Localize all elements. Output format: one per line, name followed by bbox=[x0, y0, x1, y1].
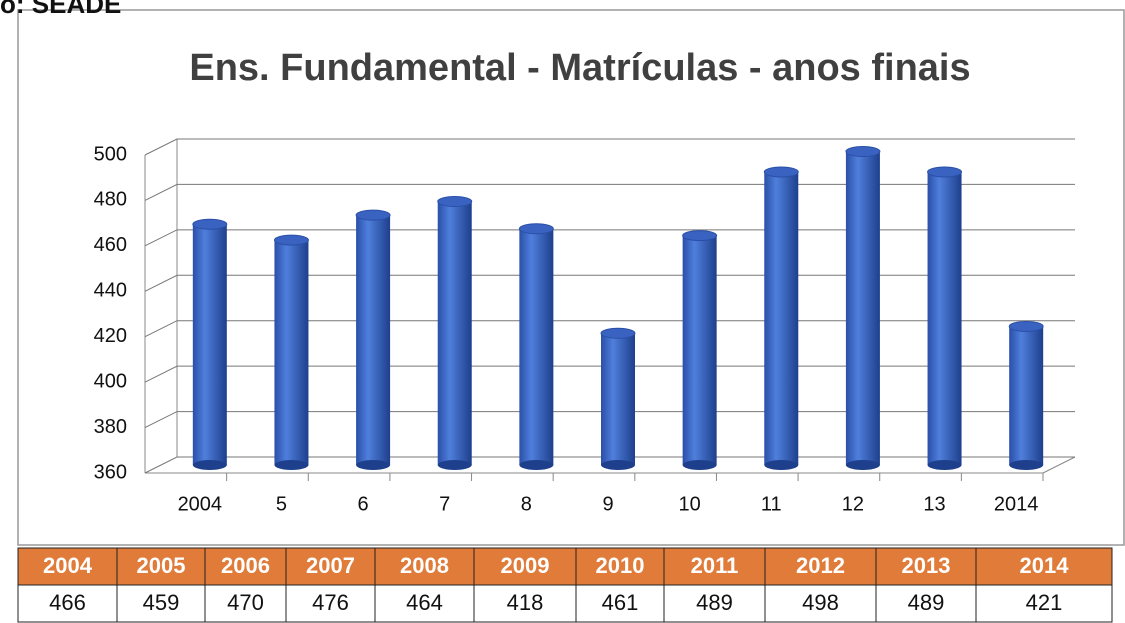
x-tick-label: 2014 bbox=[994, 493, 1039, 515]
header-text: 2013 bbox=[902, 553, 951, 578]
value-text: 464 bbox=[406, 590, 443, 615]
y-tick-label: 400 bbox=[94, 370, 127, 392]
caption: o: SEADE bbox=[0, 0, 121, 19]
value-cell bbox=[17, 584, 118, 623]
header-text: 2009 bbox=[501, 553, 550, 578]
value-cell bbox=[663, 584, 766, 623]
value-cell bbox=[975, 584, 1113, 623]
bar bbox=[682, 230, 718, 470]
value-cell bbox=[285, 584, 376, 623]
value-text: 421 bbox=[1026, 590, 1063, 615]
value-text: 489 bbox=[696, 590, 733, 615]
value-text: 498 bbox=[802, 590, 839, 615]
header-cell bbox=[975, 547, 1113, 586]
header-text: 2006 bbox=[221, 553, 270, 578]
header-cell bbox=[374, 547, 475, 586]
y-tick-label: 420 bbox=[94, 325, 127, 347]
value-cell bbox=[473, 584, 577, 623]
header-text: 2007 bbox=[306, 553, 355, 578]
value-text: 470 bbox=[227, 590, 264, 615]
x-tick-label: 8 bbox=[521, 493, 532, 515]
bar bbox=[600, 327, 636, 470]
header-cell bbox=[575, 547, 665, 586]
header-cell bbox=[473, 547, 577, 586]
value-cell bbox=[875, 584, 977, 623]
bar bbox=[192, 218, 228, 470]
x-tick-label: 13 bbox=[923, 493, 945, 515]
y-tick-label: 440 bbox=[94, 280, 127, 302]
x-tick-label: 12 bbox=[842, 493, 864, 515]
table: 2004 466 2005 459 2006 470 2007 476 2008 464 2009 4… bbox=[17, 547, 1113, 623]
x-tick-label: 7 bbox=[439, 493, 450, 515]
bar bbox=[763, 166, 799, 470]
bar bbox=[845, 146, 881, 470]
header-text: 2004 bbox=[43, 553, 93, 578]
header-cell bbox=[764, 547, 877, 586]
header-text: 2011 bbox=[691, 553, 739, 578]
value-cell bbox=[116, 584, 206, 623]
bar bbox=[437, 196, 473, 470]
chart-title: Ens. Fundamental - Matrículas - anos fin… bbox=[189, 47, 970, 89]
y-tick-label: 500 bbox=[94, 143, 127, 165]
x-tick-label: 11 bbox=[761, 493, 782, 515]
header-text: 2005 bbox=[137, 553, 186, 578]
y-tick-label: 380 bbox=[94, 416, 127, 438]
value-cell bbox=[204, 584, 287, 623]
bar bbox=[927, 166, 963, 470]
bar bbox=[518, 223, 554, 470]
grid-line bbox=[144, 138, 1075, 156]
x-tick-label: 2004 bbox=[178, 493, 223, 515]
y-tick-label: 460 bbox=[94, 234, 127, 256]
y-tick-label: 480 bbox=[94, 189, 127, 211]
x-tick-label: 9 bbox=[602, 493, 613, 515]
x-tick-label: 5 bbox=[276, 493, 287, 515]
bar bbox=[1008, 320, 1044, 470]
header-cell bbox=[875, 547, 977, 586]
bar bbox=[355, 209, 391, 470]
value-text: 489 bbox=[908, 590, 945, 615]
value-text: 418 bbox=[507, 590, 544, 615]
y-tick-label: 360 bbox=[94, 461, 127, 483]
header-text: 2008 bbox=[400, 553, 449, 578]
header-cell bbox=[285, 547, 376, 586]
value-text: 476 bbox=[312, 590, 349, 615]
axis-line bbox=[1042, 456, 1076, 474]
header-text: 2010 bbox=[596, 553, 645, 578]
header-cell bbox=[663, 547, 766, 586]
value-text: 459 bbox=[143, 590, 180, 615]
value-text: 466 bbox=[49, 590, 86, 615]
header-text: 2012 bbox=[796, 553, 845, 578]
bar bbox=[273, 234, 309, 470]
header-text: 2014 bbox=[1020, 553, 1070, 578]
x-tick-label: 10 bbox=[679, 493, 701, 515]
x-tick-label: 6 bbox=[358, 493, 369, 515]
header-cell bbox=[17, 547, 118, 586]
value-cell bbox=[764, 584, 877, 623]
value-text: 461 bbox=[602, 590, 639, 615]
header-cell bbox=[204, 547, 287, 586]
